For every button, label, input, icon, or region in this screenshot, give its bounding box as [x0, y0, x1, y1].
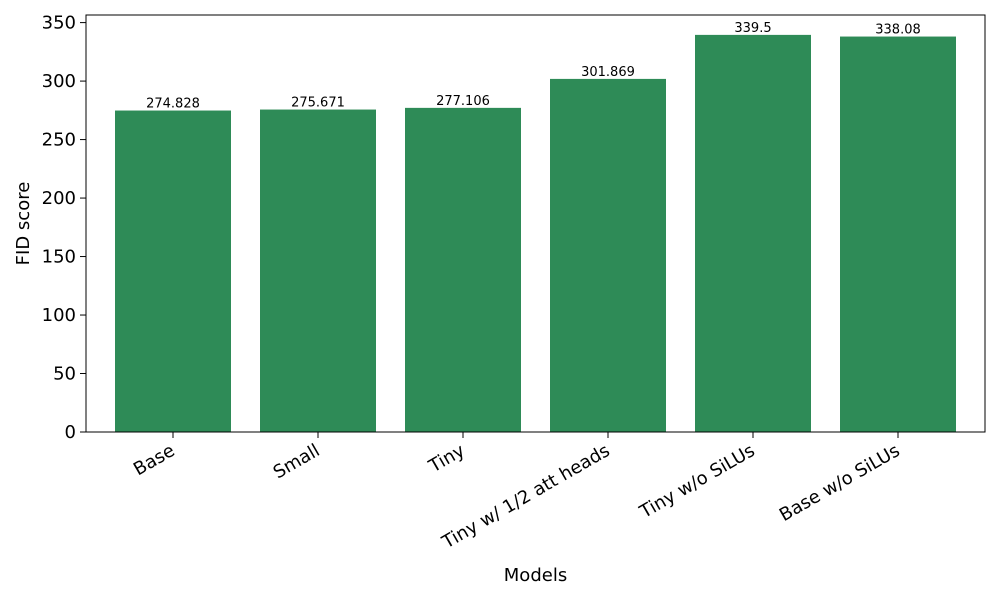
x-axis-title: Models	[504, 565, 567, 586]
bar	[405, 107, 521, 432]
x-tick-label: Base w/o SiLUs	[776, 440, 904, 526]
bar-value-label: 275.671	[291, 96, 345, 111]
y-tick-label: 150	[42, 247, 76, 268]
bar	[115, 110, 231, 432]
bar-value-label: 338.08	[875, 23, 921, 38]
bar-value-label: 277.106	[436, 94, 490, 109]
bar	[695, 34, 811, 432]
x-tick-label: Tiny w/o SiLUs	[636, 440, 759, 523]
y-axis-title: FID score	[13, 182, 34, 266]
y-tick-label: 250	[42, 130, 76, 151]
bar	[260, 109, 376, 433]
bar-value-label: 274.828	[146, 97, 200, 112]
bar-value-label: 339.5	[734, 21, 771, 36]
y-tick-label: 350	[42, 13, 76, 34]
plot-frame	[85, 14, 986, 433]
y-tick-label: 50	[53, 364, 76, 385]
y-tick-label: 100	[42, 305, 76, 326]
x-tick-label: Small	[270, 440, 324, 483]
x-tick-label: Tiny	[425, 440, 469, 478]
x-tick-label: Base	[130, 440, 178, 480]
bars	[115, 34, 956, 433]
y-tick-label: 0	[65, 422, 76, 443]
bar	[840, 36, 956, 433]
bar-value-label: 301.869	[581, 65, 635, 80]
y-axis: 0 50 100 150 200 250 300 350	[42, 13, 86, 443]
data-labels: 274.828 275.671 277.106 301.869 339.5 338.08	[146, 21, 921, 112]
y-tick-label: 300	[42, 71, 76, 92]
y-tick-label: 200	[42, 188, 76, 209]
bar	[550, 78, 666, 433]
